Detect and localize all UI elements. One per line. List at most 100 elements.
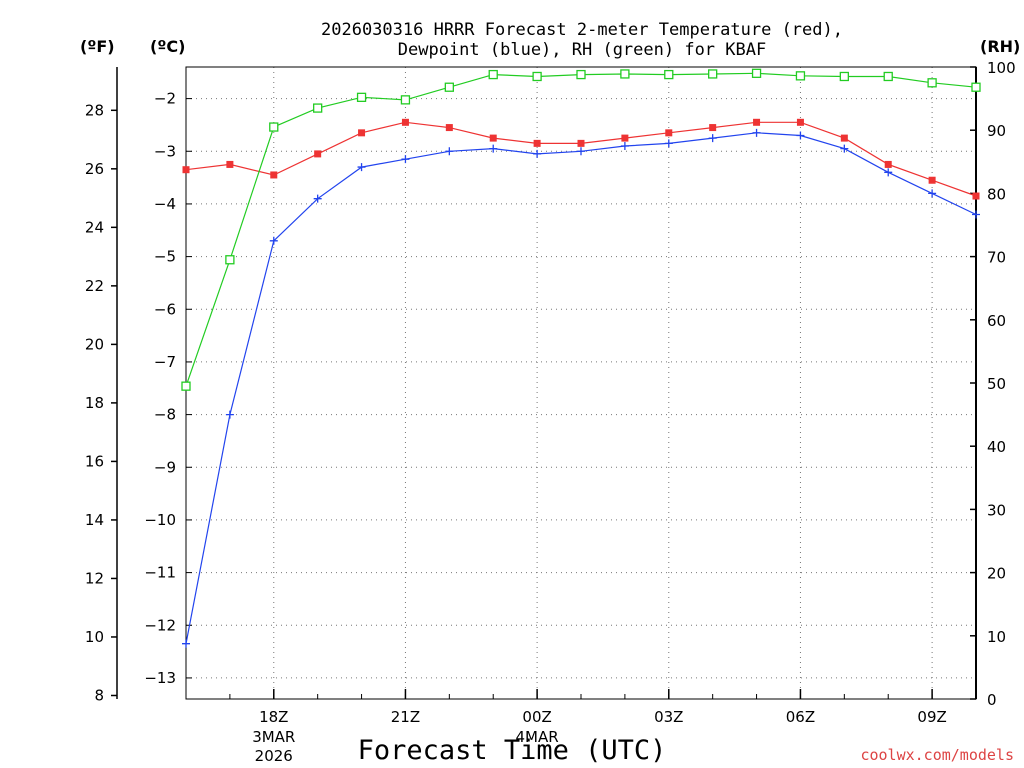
temperature-point	[884, 160, 892, 168]
chart-title-line1: 2026030316 HRRR Forecast 2-meter Tempera…	[321, 20, 843, 40]
rh-tick-label: 60	[987, 312, 1006, 330]
fahrenheit-tick-label: 10	[85, 628, 104, 646]
temperature-point	[577, 139, 585, 147]
temperature-point	[796, 118, 804, 126]
rh-unit-label: (RH)	[980, 37, 1020, 56]
dewpoint-point	[620, 142, 629, 150]
fahrenheit-axis: 8 10 12 14 16 18 20 22 24 26 28	[85, 101, 117, 704]
temperature-point	[533, 139, 541, 147]
temperature-point	[753, 118, 761, 126]
dewpoint-point	[708, 134, 717, 143]
celsius-tick-label: −12	[144, 616, 176, 634]
temperature-point	[972, 192, 980, 200]
temperature-point	[489, 134, 497, 142]
rh-tick-label: 70	[987, 249, 1006, 267]
temperature-point	[709, 124, 717, 132]
celsius-tick-label: −7	[154, 353, 176, 371]
temperature-point	[358, 129, 366, 137]
celsius-tick-label: −6	[154, 300, 176, 318]
fahrenheit-unit-label: (ºF)	[80, 37, 115, 56]
rh-point	[971, 82, 981, 92]
chart-title: 2026030316 HRRR Forecast 2-meter Tempera…	[321, 20, 843, 60]
rh-point	[532, 71, 542, 82]
rh-line	[185, 72, 977, 387]
rh-point	[269, 122, 279, 132]
dewpoint-point	[357, 163, 366, 172]
celsius-tick-label: −2	[154, 90, 176, 108]
year-label: 2026	[255, 747, 293, 765]
credit-link[interactable]: coolwx.com/models	[860, 746, 1014, 764]
temperature-point	[621, 134, 629, 142]
rh-point	[927, 78, 937, 88]
grid-lines	[186, 67, 976, 699]
time-tick-label: 00Z	[522, 708, 551, 726]
temperature-point	[445, 124, 453, 132]
x-axis-label: Forecast Time (UTC)	[358, 735, 667, 766]
rh-point	[751, 68, 762, 78]
rh-tick-label: 10	[987, 628, 1006, 646]
rh-tick-label: 90	[987, 122, 1006, 140]
rh-point	[883, 71, 893, 82]
temperature-point	[928, 176, 936, 184]
fahrenheit-tick-label: 16	[85, 452, 104, 470]
dewpoint-point	[269, 236, 278, 245]
rh-point	[356, 92, 367, 102]
dewpoint-point	[401, 155, 410, 164]
dewpoint-point	[313, 194, 322, 203]
fahrenheit-tick-label: 18	[85, 394, 104, 412]
temperature-point	[314, 150, 322, 158]
fahrenheit-tick-label: 24	[85, 218, 104, 236]
date-label: 3MAR	[252, 728, 295, 746]
celsius-tick-label: −5	[154, 248, 176, 266]
fahrenheit-tick-label: 26	[85, 160, 104, 178]
fahrenheit-tick-label: 28	[85, 101, 104, 119]
time-tick-label: 21Z	[391, 708, 420, 726]
celsius-tick-label: −4	[154, 195, 176, 213]
rh-point	[313, 103, 323, 113]
dewpoint-point	[752, 128, 761, 137]
rh-tick-label: 100	[987, 59, 1016, 77]
rh-tick-label: 80	[987, 185, 1006, 203]
dewpoint-point	[489, 144, 498, 153]
temperature-point	[401, 118, 409, 126]
date-label: 4MAR	[516, 728, 559, 746]
dewpoint-point	[928, 189, 937, 198]
rh-tick-label: 0	[987, 691, 997, 709]
fahrenheit-tick-label: 12	[85, 569, 104, 587]
rh-point	[400, 95, 411, 105]
celsius-tick-label: −13	[144, 669, 176, 687]
rh-point	[576, 69, 586, 80]
celsius-tick-label: −9	[154, 458, 176, 476]
rh-point	[839, 71, 849, 82]
rh-point	[181, 381, 191, 391]
dewpoint-point	[225, 410, 234, 419]
rh-point	[488, 69, 498, 80]
rh-tick-label: 50	[987, 375, 1006, 393]
fahrenheit-tick-label: 22	[85, 277, 104, 295]
dewpoint-point	[182, 639, 190, 648]
temperature-point	[270, 171, 278, 179]
celsius-tick-label: −10	[144, 511, 176, 529]
dewpoint-point	[664, 139, 673, 148]
data-series	[181, 68, 981, 648]
fahrenheit-tick-label: 8	[94, 686, 104, 704]
rh-point	[708, 69, 718, 79]
dewpoint-point	[533, 149, 542, 158]
temperature-point	[182, 166, 190, 174]
dewpoint-point	[884, 168, 893, 177]
dewpoint-point	[577, 147, 585, 156]
rh-point	[664, 69, 674, 80]
dewpoint-point	[972, 210, 980, 219]
rh-tick-label: 30	[987, 501, 1006, 519]
celsius-tick-label: −11	[144, 564, 176, 582]
celsius-unit-label: (ºC)	[150, 37, 185, 56]
dewpoint-point	[796, 131, 805, 140]
dewpoint-point	[445, 147, 454, 156]
chart-title-line2: Dewpoint (blue), RH (green) for KBAF	[398, 40, 766, 60]
time-tick-label: 06Z	[786, 708, 815, 726]
time-tick-label: 03Z	[654, 708, 683, 726]
fahrenheit-tick-label: 20	[85, 335, 104, 353]
celsius-tick-label: −8	[154, 406, 176, 424]
dewpoint-line	[185, 132, 977, 644]
